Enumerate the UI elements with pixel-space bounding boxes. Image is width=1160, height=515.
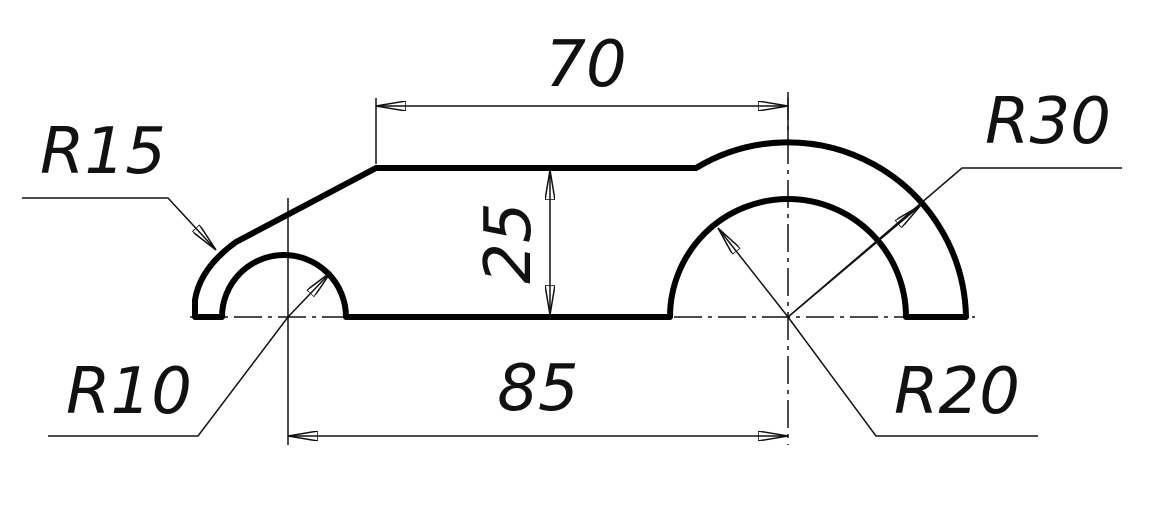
leader-r10 [48,272,331,437]
leader-r30 [787,167,1122,318]
dim-text-85: 85 [497,352,578,426]
centerlines [190,92,975,445]
dim-text-70: 70 [545,28,626,102]
dimension-lines [288,106,788,436]
leader-r15 [22,197,216,250]
dim-text-r20: R20 [894,355,1020,429]
part-outline [192,139,969,320]
dim-text-25: 25 [472,202,546,283]
dim-text-r15: R15 [40,115,166,189]
dim-text-r30: R30 [985,85,1111,159]
leader-lines [22,167,1122,437]
dim-text-r10: R10 [66,355,192,429]
leader-r20 [718,228,1038,437]
